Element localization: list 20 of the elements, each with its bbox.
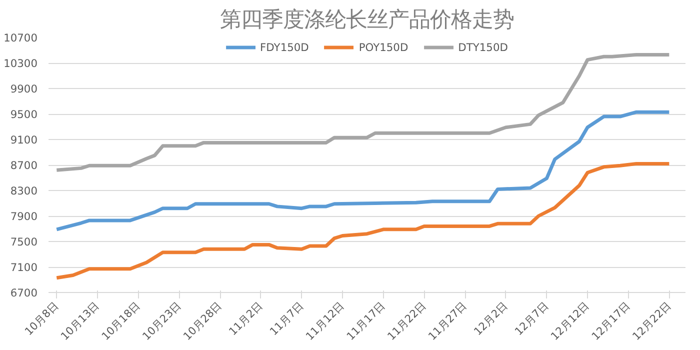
legend-label: DTY150D — [458, 40, 508, 54]
y-tick-label: 7500 — [10, 236, 38, 248]
y-tick-label: 9900 — [10, 82, 38, 96]
y-tick-label: 9100 — [10, 134, 38, 146]
legend-label: FDY150D — [260, 40, 309, 54]
y-tick-label: 6700 — [10, 286, 38, 300]
y-tick-label: 10700 — [4, 32, 38, 44]
chart-title: 第四季度涤纶长丝产品价格走势 — [220, 8, 514, 32]
y-tick-label: 8300 — [10, 184, 38, 198]
x-tick-label: 11月2日 — [226, 298, 266, 338]
line-series — [54, 110, 671, 232]
legend-label: POY150D — [358, 40, 408, 54]
line-series — [54, 52, 671, 172]
y-tick-label: 7900 — [10, 210, 38, 223]
y-tick-label: 9500 — [10, 108, 38, 121]
line-series — [54, 162, 671, 280]
y-tick-label: 8700 — [10, 159, 38, 172]
y-tick-label: 7100 — [10, 261, 38, 274]
y-tick-label: 10300 — [4, 57, 38, 70]
x-tick-label: 12月2日 — [471, 298, 510, 338]
